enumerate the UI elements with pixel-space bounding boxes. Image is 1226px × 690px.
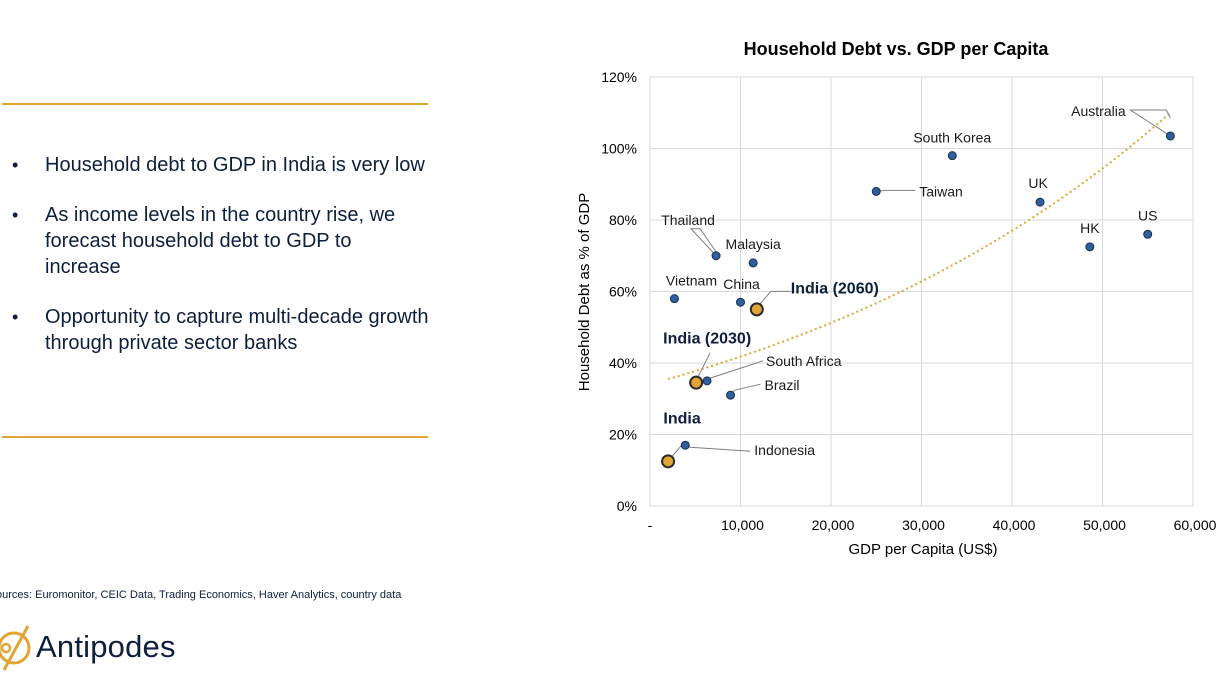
- top-divider: [2, 103, 428, 105]
- point-south-korea: [947, 151, 957, 161]
- point-labels: Australia South Korea Taiwan UK US HK Thailand…: [661, 103, 1157, 458]
- point-china: [736, 297, 745, 307]
- bullet-item: As income levels in the country rise, we…: [12, 202, 432, 280]
- label-hk: HK: [1080, 220, 1100, 236]
- x-tick-label: -: [648, 517, 653, 533]
- label-india-2060: India (2060): [791, 280, 879, 297]
- chart-title: Household Debt vs. GDP per Capita: [744, 39, 1050, 59]
- label-vietnam: Vietnam: [666, 273, 717, 289]
- y-tick-label: 80%: [609, 212, 637, 228]
- bullet-item: Opportunity to capture multi-decade grow…: [12, 304, 432, 356]
- label-india: India: [663, 410, 700, 427]
- label-india-2030: India (2030): [663, 331, 751, 348]
- x-tick-label: 40,000: [993, 517, 1036, 533]
- chart-ticks: 0% 20% 40% 60% 80% 100% 120% - 10,000 20,000 30,00…: [601, 69, 1216, 533]
- point-australia: [1165, 131, 1175, 141]
- label-us: US: [1138, 207, 1157, 223]
- y-tick-label: 20%: [609, 427, 637, 443]
- y-tick-label: 0%: [617, 498, 637, 514]
- data-points: [661, 131, 1175, 469]
- scatter-chart: Household Debt vs. GDP per Capita 0% 20% 4…: [576, 39, 1217, 558]
- y-axis-label: Household Debt as % of GDP: [576, 193, 593, 391]
- x-tick-label: 30,000: [902, 517, 945, 533]
- leader-taiwan: [876, 189, 916, 192]
- label-south-korea: South Korea: [913, 130, 991, 146]
- label-south-africa: South Africa: [766, 353, 842, 369]
- point-malaysia: [748, 258, 758, 268]
- chart-grid: [649, 76, 1194, 507]
- trendline: [667, 112, 1172, 381]
- label-indonesia: Indonesia: [754, 442, 815, 458]
- label-uk: UK: [1028, 175, 1048, 191]
- y-tick-label: 40%: [609, 355, 637, 371]
- sources-note: ources: Euromonitor, CEIC Data, Trading …: [0, 589, 402, 601]
- y-tick-label: 60%: [609, 284, 637, 300]
- label-brazil: Brazil: [765, 377, 800, 393]
- point-hk: [1085, 242, 1095, 252]
- x-axis-label: GDP per Capita (US$): [849, 541, 998, 558]
- label-taiwan: Taiwan: [919, 183, 963, 199]
- point-brazil: [726, 390, 736, 400]
- y-tick-label: 100%: [601, 141, 637, 157]
- bottom-divider: [2, 436, 428, 438]
- point-us: [1143, 229, 1153, 239]
- x-tick-label: 50,000: [1083, 517, 1126, 533]
- point-vietnam: [669, 294, 679, 304]
- point-indonesia: [680, 440, 690, 450]
- point-india-2060: [749, 302, 764, 317]
- x-tick-label: 20,000: [812, 517, 855, 533]
- label-malaysia: Malaysia: [726, 236, 781, 252]
- bullet-list: Household debt to GDP in India is very l…: [12, 152, 432, 380]
- point-uk: [1035, 197, 1045, 207]
- leader-australia: [1128, 109, 1171, 137]
- label-china: China: [723, 276, 760, 292]
- label-thailand: Thailand: [661, 212, 715, 228]
- y-tick-label: 120%: [601, 69, 637, 85]
- point-south-africa: [702, 376, 712, 386]
- x-tick-label: 10,000: [721, 517, 764, 533]
- leader-south-africa: [706, 360, 764, 382]
- point-india: [661, 454, 676, 469]
- point-india-2030: [689, 375, 704, 390]
- x-tick-label: 60,000: [1174, 517, 1217, 533]
- brand-name: Antipodes: [36, 629, 176, 664]
- label-australia: Australia: [1071, 103, 1126, 119]
- leader-thailand: [689, 228, 717, 257]
- leader-brazil: [730, 383, 761, 396]
- bullet-item: Household debt to GDP in India is very l…: [12, 152, 432, 178]
- point-thailand: [711, 251, 721, 261]
- point-taiwan: [871, 186, 881, 196]
- antipodes-logo-icon: [0, 625, 31, 671]
